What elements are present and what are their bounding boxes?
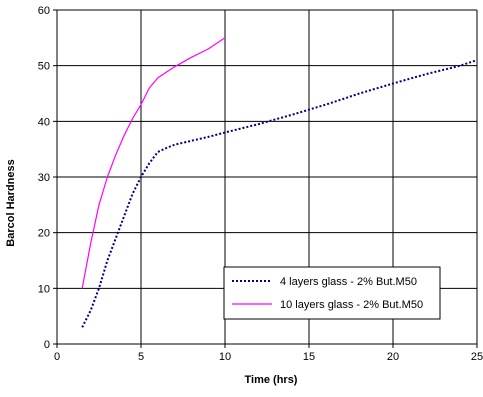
- x-axis-title: Time (hrs): [245, 374, 298, 386]
- series-lines: [81, 37, 478, 328]
- x-tick-label: 20: [387, 351, 399, 363]
- legend: 4 layers glass - 2% But.M50 10 layers gl…: [223, 266, 441, 320]
- x-tick-label: 15: [303, 351, 315, 363]
- x-tick-label: 25: [471, 351, 483, 363]
- legend-label-4-layers: 4 layers glass - 2% But.M50: [280, 276, 417, 288]
- axes: [53, 9, 478, 348]
- x-tick-label: 0: [54, 351, 60, 363]
- y-tick-label: 0: [44, 339, 50, 351]
- y-tick-label: 20: [38, 228, 50, 240]
- y-tick-label: 50: [38, 61, 50, 73]
- series-line-1: [81, 37, 226, 289]
- legend-box: [223, 266, 441, 320]
- y-tick-label: 10: [38, 283, 50, 295]
- legend-label-10-layers: 10 layers glass - 2% But.M50: [280, 299, 423, 311]
- y-tick-label: 30: [38, 172, 50, 184]
- y-tick-label: 40: [38, 116, 50, 128]
- x-tick-label: 5: [138, 351, 144, 363]
- tick-labels: 0 5 10 15 20 25 0 10 20 30 40 50 60: [38, 5, 483, 363]
- y-axis-title: Barcol Hardness: [5, 159, 17, 246]
- x-tick-label: 10: [219, 351, 231, 363]
- y-tick-label: 60: [38, 5, 50, 17]
- series-line-0: [81, 59, 478, 328]
